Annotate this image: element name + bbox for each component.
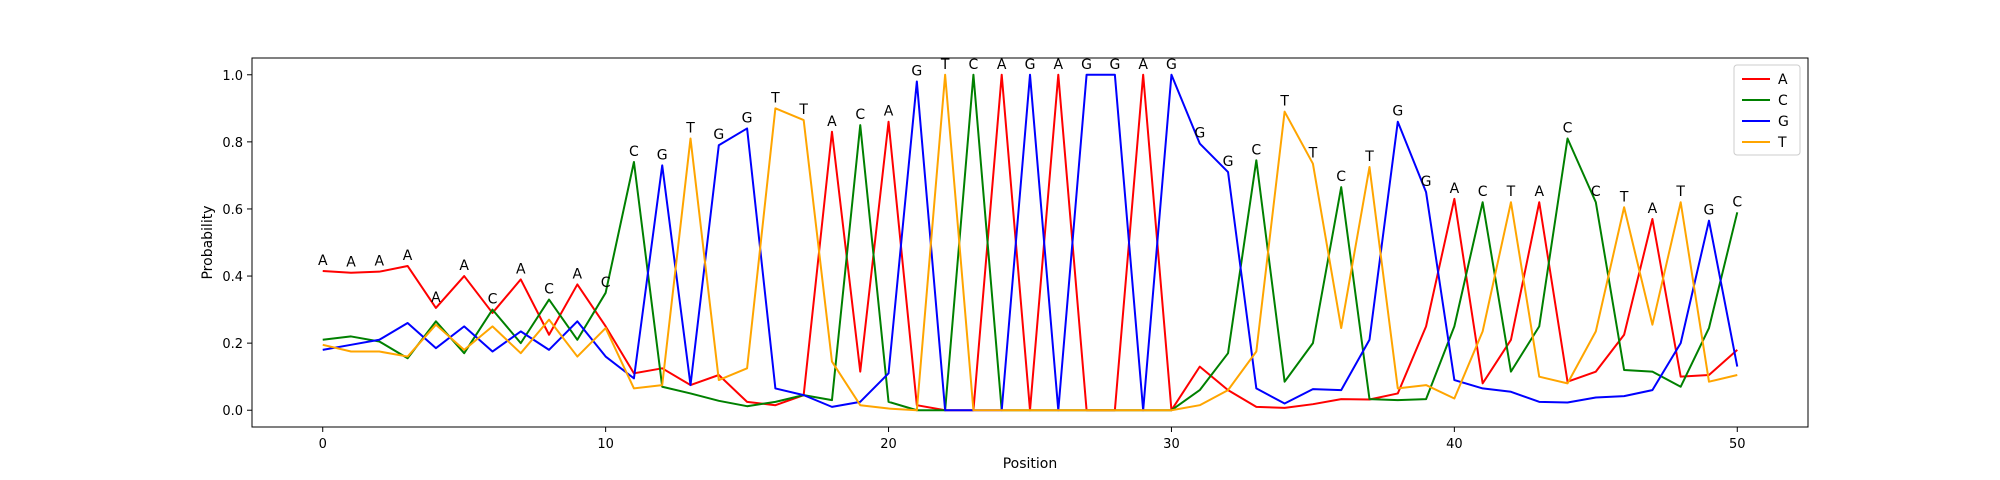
x-tick-label: 30	[1163, 437, 1180, 452]
peak-base-label: A	[459, 258, 469, 274]
peak-base-label: T	[1364, 149, 1374, 165]
series-line-a	[322, 73, 1738, 412]
peak-base-label: A	[827, 114, 837, 130]
peak-base-label: C	[544, 282, 554, 298]
peak-base-label: A	[318, 253, 328, 269]
peak-base-label: C	[601, 275, 611, 291]
peak-base-label: A	[573, 266, 583, 282]
legend-box	[1733, 64, 1801, 156]
y-tick-label: 0.6	[222, 203, 243, 218]
peak-base-label: G	[1392, 104, 1403, 120]
peak-base-label: T	[1308, 146, 1318, 162]
legend-label-t: T	[1777, 135, 1787, 151]
peak-base-label: G	[1166, 57, 1177, 73]
x-tick-label: 20	[880, 437, 897, 452]
x-tick-label: 40	[1446, 437, 1463, 452]
peak-base-label: G	[1704, 203, 1715, 219]
peak-base-label: T	[1279, 94, 1289, 110]
plot-area-border	[251, 57, 1809, 428]
peak-base-label: A	[375, 254, 385, 270]
y-tick-label: 0.8	[222, 136, 243, 151]
peak-base-label: G	[1109, 57, 1120, 73]
legend-label-a: A	[1778, 72, 1788, 88]
peak-base-label: T	[1619, 189, 1629, 205]
peak-base-label: G	[1223, 154, 1234, 170]
y-tick-label: 0.2	[222, 337, 243, 352]
peak-base-label: C	[1478, 184, 1488, 200]
series-line-c	[322, 73, 1739, 412]
peak-base-label: C	[1563, 121, 1573, 137]
peak-base-label: G	[1025, 57, 1036, 73]
y-tick-label: 1.0	[222, 69, 243, 84]
peak-base-label: A	[1138, 57, 1148, 73]
peak-base-label: G	[1194, 126, 1205, 142]
x-tick-label: 0	[319, 437, 327, 452]
x-axis-ticks: 0 10 20 30 40 50	[319, 427, 1746, 452]
peak-base-label: T	[685, 121, 695, 137]
legend-label-g: G	[1778, 114, 1789, 130]
peak-base-label: C	[1251, 142, 1261, 158]
peak-base-label: C	[1336, 169, 1346, 185]
peak-base-label: C	[1591, 184, 1601, 200]
peak-base-label: C	[629, 144, 639, 160]
x-axis-label: Position	[1003, 456, 1058, 472]
peak-base-label: A	[884, 104, 894, 120]
peak-base-label: T	[940, 57, 950, 73]
peak-base-label: A	[431, 290, 441, 306]
axes-frame	[251, 57, 1809, 428]
series-line-t	[322, 73, 1738, 412]
x-tick-label: 10	[597, 437, 614, 452]
peak-base-label: A	[403, 248, 413, 264]
y-tick-label: 0.4	[222, 270, 243, 285]
peak-base-label: C	[855, 107, 865, 123]
peak-base-label: A	[516, 261, 526, 277]
peak-base-label: T	[798, 102, 808, 118]
peak-base-label: G	[911, 63, 922, 79]
peak-base-label: G	[1081, 57, 1092, 73]
legend-label-c: C	[1778, 93, 1788, 109]
peak-base-label: T	[1506, 184, 1516, 200]
peak-base-label: A	[1450, 181, 1460, 197]
y-axis-ticks: 0.0 0.2 0.4 0.6 0.8 1.0	[222, 69, 252, 419]
peak-base-label: C	[1732, 194, 1742, 210]
peak-base-label: G	[742, 110, 753, 126]
y-tick-label: 0.0	[222, 404, 243, 419]
peak-base-label: G	[713, 127, 724, 143]
peak-base-label: A	[1648, 201, 1658, 217]
peak-base-label: G	[1421, 174, 1432, 190]
peak-base-label: A	[1534, 184, 1544, 200]
peak-base-label: A	[1054, 57, 1064, 73]
series-line-g	[322, 73, 1739, 412]
peak-base-label: A	[997, 57, 1007, 73]
peak-base-label: C	[969, 57, 979, 73]
peak-base-label: A	[346, 255, 356, 271]
peak-base-label: G	[657, 147, 668, 163]
peak-base-label: C	[488, 292, 498, 308]
series-lines	[322, 73, 1739, 412]
peak-labels: A A A A A A C A C A C C G T G G T T A C A G T C A G A G G A G G G C T T C T G G…	[318, 57, 1742, 308]
peak-base-label: T	[1675, 184, 1685, 200]
peak-base-label: T	[770, 90, 780, 106]
y-axis-label: Probability	[200, 205, 216, 279]
x-tick-label: 50	[1729, 437, 1746, 452]
